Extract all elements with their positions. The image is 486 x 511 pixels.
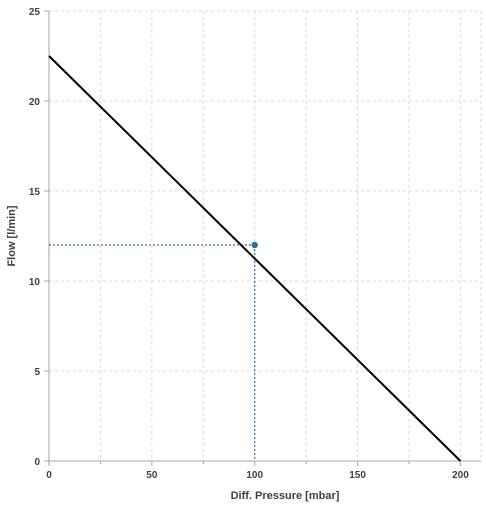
x-axis-title: Diff. Pressure [mbar] <box>231 490 340 502</box>
x-tick-label: 150 <box>349 470 366 481</box>
series-line <box>48 55 462 462</box>
y-tick-label: 25 <box>29 7 41 18</box>
series <box>48 55 462 462</box>
x-tick-label: 50 <box>146 470 158 481</box>
x-tick-label: 100 <box>246 470 263 481</box>
y-tick-label: 10 <box>29 277 41 288</box>
y-tick-label: 20 <box>29 97 41 108</box>
guide-lines <box>49 244 256 461</box>
axes <box>44 10 481 466</box>
y-tick-label: 5 <box>34 367 40 378</box>
y-tick-label: 15 <box>29 187 41 198</box>
grid <box>49 10 482 461</box>
y-tick-label: 0 <box>34 457 40 468</box>
x-tick-label: 0 <box>46 470 52 481</box>
tick-labels: 0 50 100 150 200 0 5 10 15 20 25 <box>29 7 469 481</box>
x-tick-label: 200 <box>452 470 469 481</box>
y-axis-title: Flow [l/min] <box>6 205 18 266</box>
data-point-marker <box>251 241 258 249</box>
